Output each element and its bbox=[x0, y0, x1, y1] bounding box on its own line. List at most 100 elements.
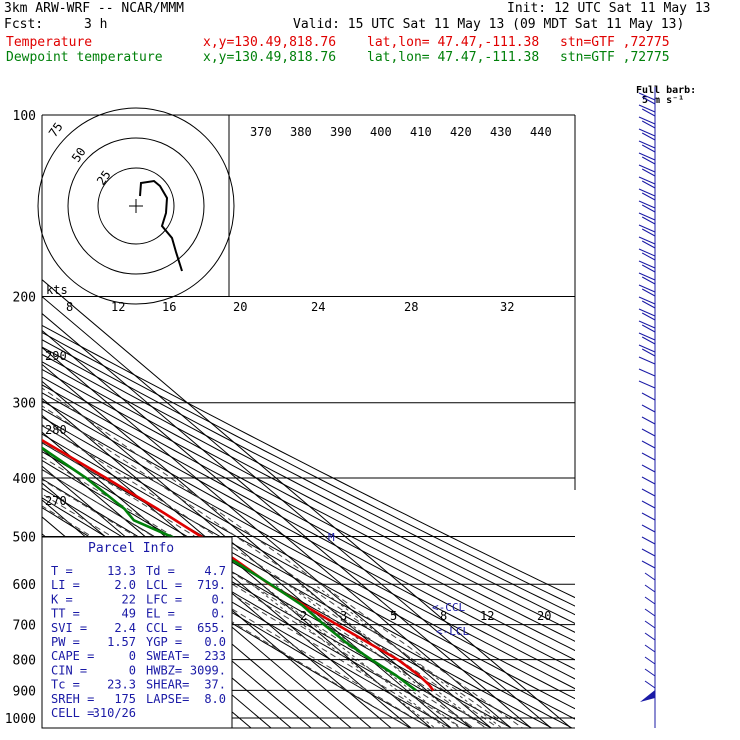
parcel-key: HWBZ= bbox=[146, 663, 182, 677]
wind-barb bbox=[644, 584, 656, 593]
parcel-value: 8.0 bbox=[204, 692, 226, 706]
wind-barb-flag bbox=[641, 276, 656, 285]
parcel-key: SHEAR= bbox=[146, 678, 189, 692]
wind-barb-flag bbox=[641, 144, 656, 153]
moist-adiabat bbox=[42, 424, 500, 728]
wind-barb bbox=[638, 368, 656, 377]
wind-barb bbox=[641, 428, 656, 437]
mixing-ratio-label: 5 bbox=[390, 609, 397, 623]
dewpoint-station: stn=GTF ,72775 bbox=[560, 50, 670, 65]
dry-adiabat bbox=[42, 353, 575, 633]
parcel-value: 310/26 bbox=[93, 706, 136, 720]
wind-barb bbox=[638, 140, 656, 149]
moist-adiabat bbox=[42, 479, 451, 728]
isotherm bbox=[42, 295, 552, 728]
wind-barb bbox=[638, 332, 656, 341]
wind-barb-flag bbox=[641, 156, 656, 165]
dry-adiabat bbox=[42, 324, 575, 599]
wind-barb-flag bbox=[641, 240, 656, 249]
parcel-value: 22 bbox=[122, 592, 136, 606]
pressure-label: 600 bbox=[13, 578, 36, 593]
pressure-label: 900 bbox=[13, 684, 36, 699]
parcel-value: 13.3 bbox=[107, 564, 136, 578]
wind-barb bbox=[641, 416, 656, 425]
header: 3km ARW-WRF -- NCAR/MMM Init: 12 UTC Sat… bbox=[0, 0, 740, 70]
parcel-value: 233 bbox=[204, 649, 226, 663]
mixing-ratio-line bbox=[313, 583, 503, 728]
wind-barb-flag bbox=[641, 180, 656, 189]
parcel-value: 2.0 bbox=[114, 578, 136, 592]
speed-tick-label: 12 bbox=[111, 300, 125, 314]
theta-label: 390 bbox=[330, 125, 352, 139]
sounding-profiles: <-CCL <-LCL M bbox=[42, 438, 469, 692]
temperature-line bbox=[42, 438, 435, 692]
hodograph-ring-label: 25 bbox=[94, 168, 114, 188]
parcel-value: 4.7 bbox=[204, 564, 226, 578]
ccl-marker: <-CCL bbox=[432, 601, 465, 614]
speed-tick-label: 8 bbox=[66, 300, 73, 314]
lcl-marker: <-LCL bbox=[436, 625, 469, 638]
wind-barb bbox=[638, 236, 656, 245]
wind-barb bbox=[638, 308, 656, 317]
theta-label: 370 bbox=[250, 125, 272, 139]
dry-adiabat bbox=[42, 433, 574, 728]
parcel-title: Parcel Info bbox=[88, 541, 174, 556]
parcel-marker: M bbox=[328, 531, 335, 544]
wind-barb bbox=[641, 476, 656, 485]
wind-barb bbox=[638, 152, 656, 161]
wind-barb bbox=[644, 620, 656, 629]
wind-barb bbox=[641, 548, 656, 557]
wind-barb bbox=[644, 632, 656, 641]
moist-adiabat bbox=[42, 456, 475, 728]
wind-barb bbox=[638, 260, 656, 269]
wind-barb bbox=[638, 188, 656, 197]
mixing-ratio-line bbox=[251, 583, 436, 728]
wind-barb-flag bbox=[641, 348, 656, 357]
parcel-box bbox=[41, 536, 233, 729]
parcel-value: 3099. bbox=[190, 663, 226, 677]
dry-adiabat bbox=[42, 361, 575, 642]
wind-barb-flag bbox=[641, 216, 656, 225]
wind-barb-flag bbox=[641, 108, 656, 117]
moist-adiabat bbox=[42, 468, 463, 728]
parcel-key: SWEAT= bbox=[146, 649, 189, 663]
wind-barb bbox=[638, 128, 656, 137]
wind-barb bbox=[638, 224, 656, 233]
dewpoint-line bbox=[42, 446, 417, 692]
wind-barb bbox=[641, 524, 656, 533]
wind-barb bbox=[641, 536, 656, 545]
dry-adiabat bbox=[42, 368, 575, 652]
hodograph-ring-label: 75 bbox=[46, 120, 66, 140]
parcel-key: LAPSE= bbox=[146, 692, 189, 706]
parcel-value: 23.3 bbox=[107, 678, 136, 692]
isotherm bbox=[42, 346, 492, 728]
parcel-value: 175 bbox=[114, 692, 136, 706]
mixing-ratio-label: 12 bbox=[480, 609, 494, 623]
wind-barb bbox=[641, 512, 656, 521]
parcel-value: 49 bbox=[122, 607, 136, 621]
temperature-xy: x,y=130.49,818.76 bbox=[203, 35, 337, 50]
parcel-value: 1.57 bbox=[107, 635, 136, 649]
parcel-value: 0.0 bbox=[204, 635, 226, 649]
wind-barb-flag bbox=[641, 252, 656, 261]
parcel-value: 655. bbox=[197, 621, 226, 635]
wind-pennant bbox=[640, 690, 655, 702]
theta-e-label: 280 bbox=[45, 423, 67, 437]
parcel-key: LI = bbox=[51, 578, 80, 592]
parcel-key: CCL = bbox=[146, 621, 182, 635]
wind-barb bbox=[638, 380, 656, 389]
wind-barb bbox=[638, 200, 656, 209]
wind-barb bbox=[644, 656, 656, 665]
isotherm bbox=[42, 448, 372, 728]
wind-barb-flag bbox=[641, 204, 656, 213]
wind-barb bbox=[641, 464, 656, 473]
pressure-label: 300 bbox=[13, 397, 36, 412]
wind-barb bbox=[638, 92, 656, 101]
dry-adiabat bbox=[42, 339, 575, 616]
theta-label: 380 bbox=[290, 125, 312, 139]
parcel-key: CAPE = bbox=[51, 649, 94, 663]
speed-tick-label: 24 bbox=[311, 300, 325, 314]
init-time: Init: 12 UTC Sat 11 May 13 bbox=[507, 1, 711, 16]
